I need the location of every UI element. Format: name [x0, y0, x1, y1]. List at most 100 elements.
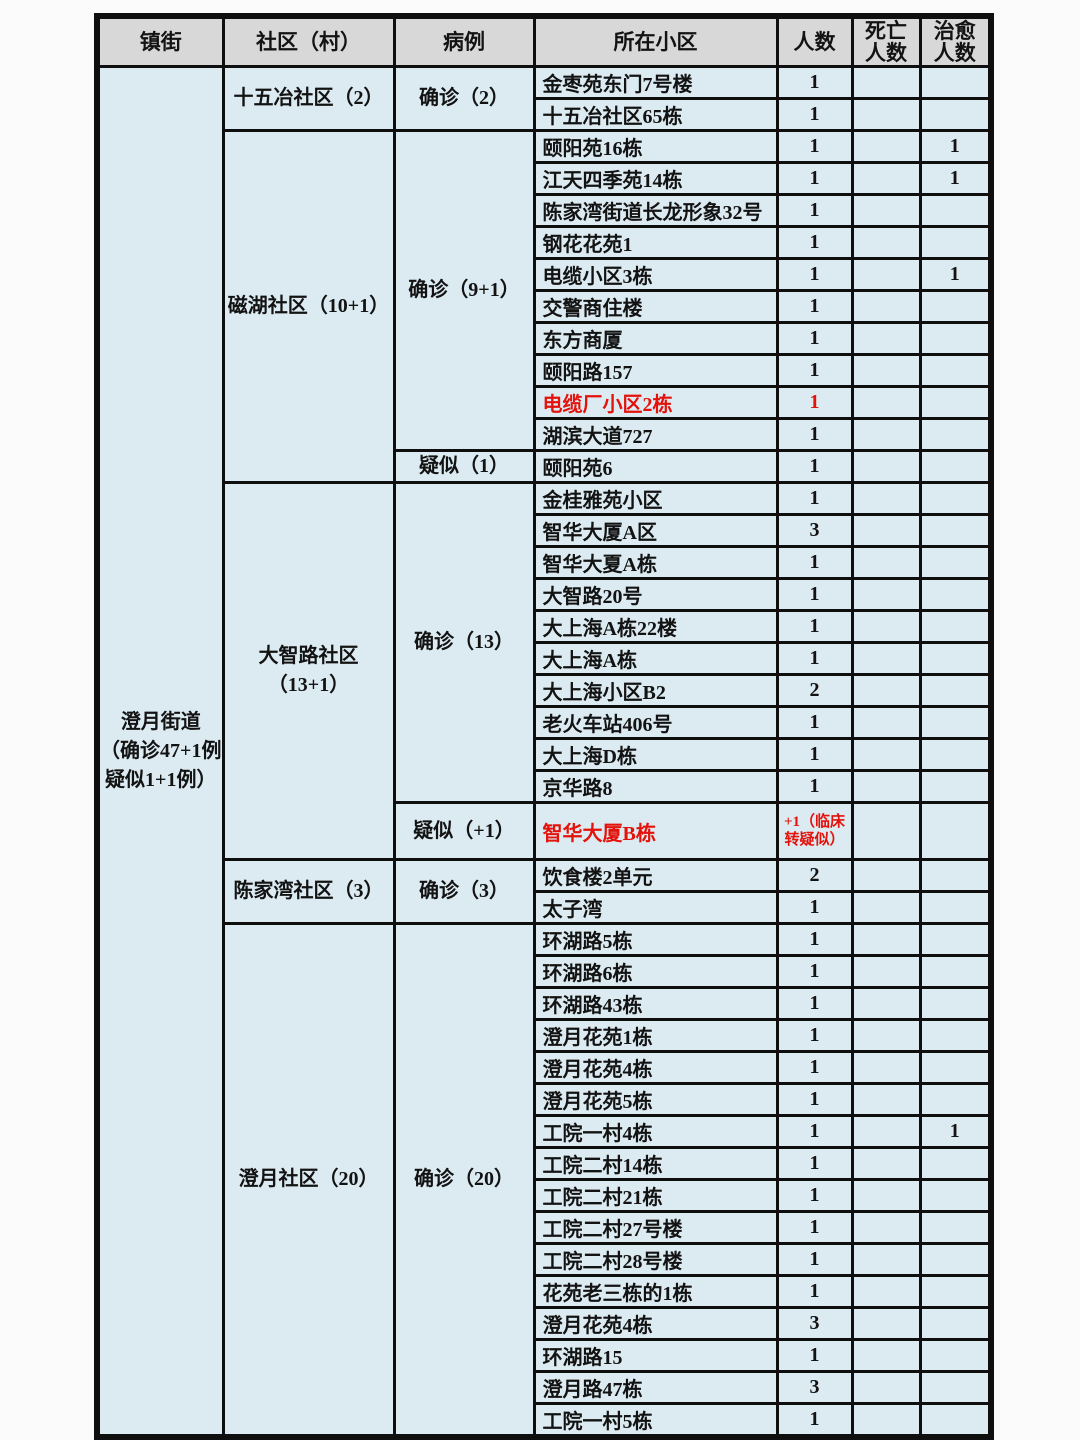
cured-cell	[918, 1402, 993, 1439]
death-cell	[850, 1306, 922, 1341]
count-cell: 1	[775, 481, 854, 516]
count-cell: 1	[775, 97, 854, 132]
count-cell: 1	[775, 289, 854, 324]
count-cell: 2	[775, 673, 854, 708]
death-cell	[850, 986, 922, 1021]
cured-cell	[918, 481, 993, 516]
table-row: 大上海A栋22楼 1	[97, 609, 993, 644]
header-cell-death: 死亡 人数	[850, 14, 922, 68]
cured-cell	[918, 1370, 993, 1405]
table-header-row: 镇街 社区（村） 病例 所在小区 人数 死亡 人数 治愈 人数	[95, 14, 993, 68]
cured-cell	[918, 801, 993, 861]
table-row: 智华大夏A栋 1	[97, 545, 993, 580]
count-cell: 1	[775, 954, 854, 989]
location-cell: 颐阳苑6	[532, 449, 779, 484]
location-cell: 颐阳苑16栋	[532, 129, 779, 164]
death-cell	[850, 289, 922, 324]
location-cell: 十五冶社区65栋	[532, 97, 779, 132]
table-row: 环湖路43栋 1	[97, 986, 993, 1021]
table-row: 工院一村4栋 1 1	[97, 1114, 993, 1149]
death-cell	[850, 1370, 922, 1405]
cured-cell: 1	[918, 257, 993, 292]
table-row: 陈家湾社区（3） 确诊（3） 饮食楼2单元 2	[97, 858, 993, 925]
count-cell: 1	[775, 545, 854, 580]
location-cell: 金枣苑东门7号楼	[532, 65, 779, 100]
count-cell: +1（临床 转疑似）	[775, 801, 854, 861]
location-cell: 工院一村5栋	[532, 1402, 779, 1439]
count-cell: 2	[775, 858, 854, 893]
count-cell: 1	[775, 922, 854, 957]
death-cell	[850, 513, 922, 548]
death-cell	[850, 129, 922, 164]
community-cell: 陈家湾社区（3）	[221, 858, 396, 925]
location-cell: 陈家湾街道长龙形象32号	[532, 193, 779, 228]
table-row: 疑似（1） 颐阳苑6 1	[97, 449, 993, 484]
table-row: 磁湖社区（10+1） 确诊（9+1） 颐阳苑16栋 1 1	[97, 129, 993, 484]
table-row: 环湖路15 1	[97, 1338, 993, 1373]
location-cell: 大智路20号	[532, 577, 779, 612]
death-cell	[850, 321, 922, 356]
count-cell: 1	[775, 890, 854, 925]
death-cell	[850, 801, 922, 861]
death-cell	[850, 225, 922, 260]
cured-cell	[918, 385, 993, 420]
count-cell: 1	[775, 193, 854, 228]
table-row: 颐阳路157 1	[97, 353, 993, 388]
cured-cell	[918, 737, 993, 772]
location-cell: 大上海A栋22楼	[532, 609, 779, 644]
count-cell: 1	[775, 225, 854, 260]
header-cell-community: 社区（村）	[221, 14, 396, 68]
death-cell	[850, 257, 922, 292]
header-cell-case: 病例	[392, 14, 536, 68]
table-row: 工院二村28号楼 1	[97, 1242, 993, 1277]
count-cell: 1	[775, 353, 854, 388]
death-cell	[850, 449, 922, 484]
table-row: 工院二村27号楼 1	[97, 1210, 993, 1245]
location-cell: 东方商厦	[532, 321, 779, 356]
location-cell: 澄月花苑1栋	[532, 1018, 779, 1053]
cured-cell	[918, 1082, 993, 1117]
epidemic-case-table: 镇街 社区（村） 病例 所在小区 人数 死亡 人数 治愈 人数 澄月街道 （确诊…	[94, 13, 994, 1440]
location-cell: 澄月花苑5栋	[532, 1082, 779, 1117]
count-cell: 1	[775, 1082, 854, 1117]
cured-cell	[918, 954, 993, 989]
location-cell: 京华路8	[532, 769, 779, 804]
case-cell: 疑似（+1）	[392, 801, 536, 861]
cured-cell	[918, 890, 993, 925]
header-cell-town: 镇街	[95, 14, 225, 68]
location-cell: 花苑老三栋的1栋	[532, 1274, 779, 1309]
cured-cell	[918, 513, 993, 548]
cured-cell	[918, 321, 993, 356]
count-cell: 1	[775, 449, 854, 484]
death-cell	[850, 705, 922, 740]
location-cell: 江天四季苑14栋	[532, 161, 779, 196]
death-cell	[850, 769, 922, 804]
location-cell: 大上海D栋	[532, 737, 779, 772]
cured-cell	[918, 705, 993, 740]
count-cell: 1	[775, 1178, 854, 1213]
death-cell	[850, 609, 922, 644]
location-cell: 环湖路6栋	[532, 954, 779, 989]
count-cell: 3	[775, 1306, 854, 1341]
table-row: 陈家湾街道长龙形象32号 1	[97, 193, 993, 228]
table-row: 大上海小区B2 2	[97, 673, 993, 708]
count-cell: 1	[775, 1274, 854, 1309]
case-cell: 确诊（3）	[392, 858, 536, 925]
death-cell	[850, 1274, 922, 1309]
count-cell: 3	[775, 1370, 854, 1405]
location-cell: 工院一村4栋	[532, 1114, 779, 1149]
count-cell: 1	[775, 705, 854, 740]
cured-cell: 1	[918, 129, 993, 164]
count-cell: 1	[775, 1018, 854, 1053]
death-cell	[850, 890, 922, 925]
death-cell	[850, 1242, 922, 1277]
table-row: 湖滨大道727 1	[97, 417, 993, 452]
location-cell: 工院二村27号楼	[532, 1210, 779, 1245]
death-cell	[850, 922, 922, 957]
location-cell: 澄月花苑4栋	[532, 1306, 779, 1341]
location-cell: 工院二村21栋	[532, 1178, 779, 1213]
cured-cell	[918, 1018, 993, 1053]
death-cell	[850, 858, 922, 893]
count-cell: 1	[775, 641, 854, 676]
cured-cell	[918, 641, 993, 676]
